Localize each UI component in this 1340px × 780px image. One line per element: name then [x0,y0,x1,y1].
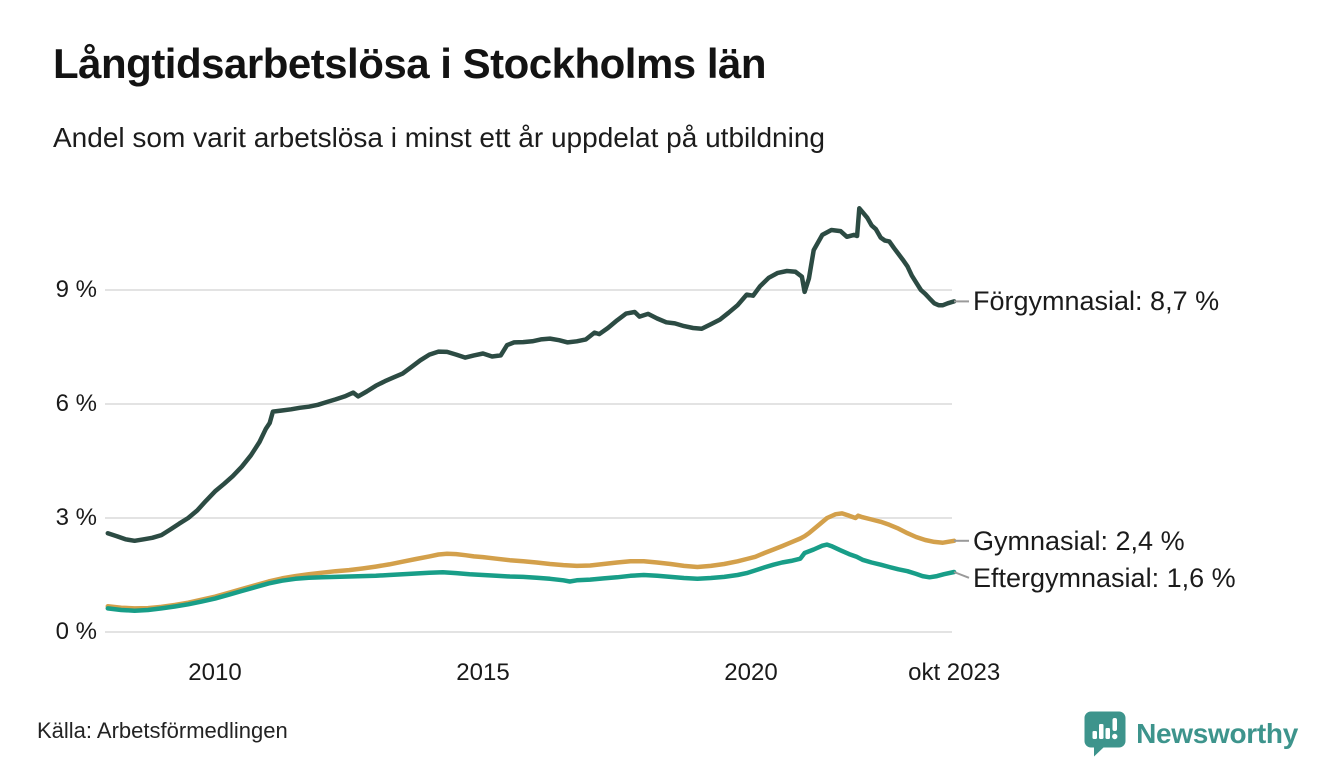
chart-subtitle: Andel som varit arbetslösa i minst ett å… [53,122,825,153]
newsworthy-logo[interactable]: Newsworthy [1083,710,1298,757]
x-tick-label-2020: 2020 [724,659,778,686]
series-lines [105,206,957,613]
label-connectors [953,300,970,579]
series-label-forgymnasial: Förgymnasial: 8,7 % [973,286,1220,317]
source-note: Källa: Arbetsförmedlingen [37,718,288,743]
newsworthy-bubble-icon [1084,711,1126,757]
y-tick-label-0: 0 % [55,618,97,645]
x-tick-label-okt-2023: okt 2023 [908,659,1001,686]
x-tick-label-2010: 2010 [188,659,242,686]
y-tick-label-3: 3 % [55,504,97,531]
x-tick-label-2015: 2015 [456,659,510,686]
y-tick-label-6: 6 % [55,390,97,417]
series-line-forgymnasial [105,206,957,544]
newsworthy-wordmark: Newsworthy [1136,717,1298,749]
series-label-gymnasial: Gymnasial: 2,4 % [973,525,1185,556]
series-line-eftergymnasial [105,542,957,613]
series-label-eftergymnasial: Eftergymnasial: 1,6 % [973,562,1236,593]
gridlines [105,289,952,633]
chart-title: Långtidsarbetslösa i Stockholms län [53,40,767,87]
y-tick-label-9: 9 % [55,276,97,303]
connector-eftergymnasial [953,571,970,579]
